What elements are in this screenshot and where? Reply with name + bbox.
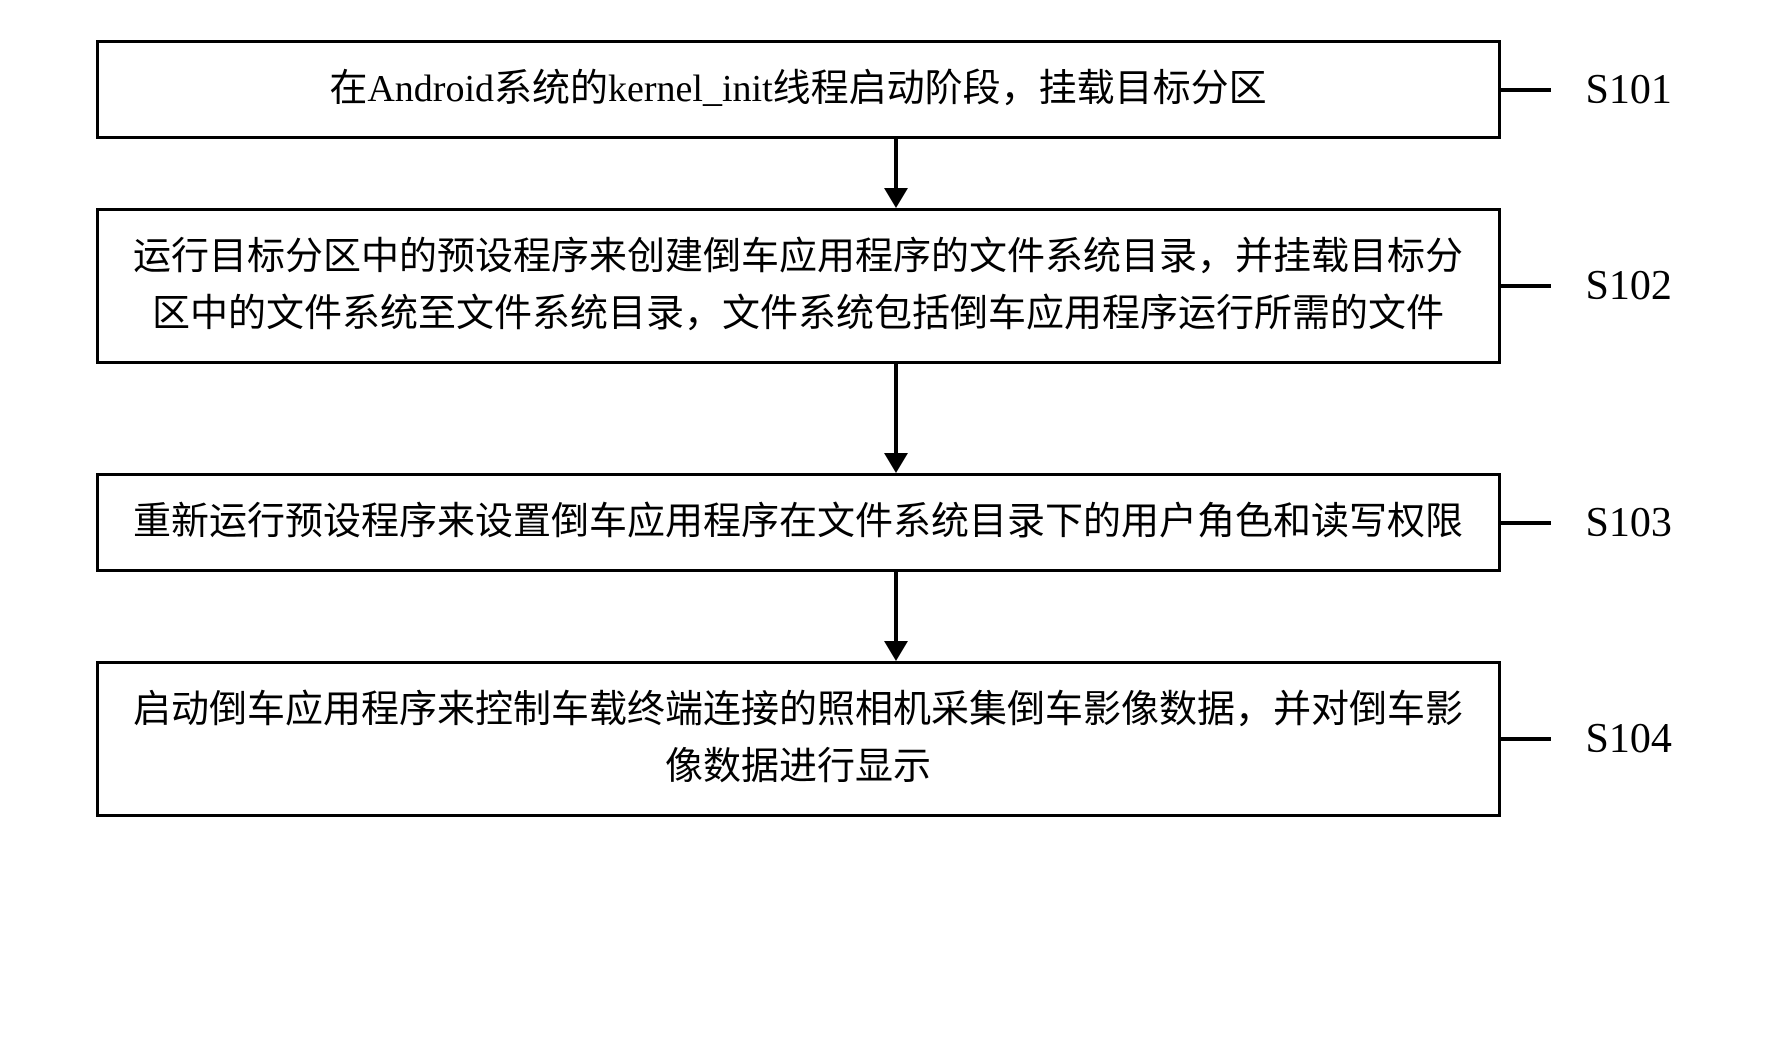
- connector-wrap: [1501, 284, 1571, 288]
- connector-line: [1501, 521, 1551, 525]
- flowchart-row: 重新运行预设程序来设置倒车应用程序在文件系统目录下的用户角色和读写权限 S103: [96, 473, 1696, 572]
- arrow-down-icon: [884, 364, 908, 473]
- arrow-line: [894, 572, 898, 642]
- arrow-down-icon: [884, 139, 908, 208]
- step-label: S101: [1586, 66, 1696, 114]
- flowchart-box: 在Android系统的kernel_init线程启动阶段，挂载目标分区: [96, 40, 1501, 139]
- flowchart-box: 启动倒车应用程序来控制车载终端连接的照相机采集倒车影像数据，并对倒车影像数据进行…: [96, 661, 1501, 817]
- step-label: S103: [1586, 499, 1696, 547]
- step-label: S102: [1586, 262, 1696, 310]
- arrow-head: [884, 453, 908, 473]
- connector-line: [1501, 737, 1551, 741]
- connector-line: [1501, 88, 1551, 92]
- connector-wrap: [1501, 521, 1571, 525]
- flowchart-box: 运行目标分区中的预设程序来创建倒车应用程序的文件系统目录，并挂载目标分区中的文件…: [96, 208, 1501, 364]
- arrow-line: [894, 364, 898, 454]
- connector-line: [1501, 284, 1551, 288]
- flowchart-row: 在Android系统的kernel_init线程启动阶段，挂载目标分区 S101: [96, 40, 1696, 139]
- arrow-down-icon: [884, 572, 908, 661]
- flowchart-container: 在Android系统的kernel_init线程启动阶段，挂载目标分区 S101…: [96, 40, 1696, 817]
- step-text: 启动倒车应用程序来控制车载终端连接的照相机采集倒车影像数据，并对倒车影像数据进行…: [133, 689, 1463, 788]
- step-label: S104: [1586, 715, 1696, 763]
- flowchart-row: 启动倒车应用程序来控制车载终端连接的照相机采集倒车影像数据，并对倒车影像数据进行…: [96, 661, 1696, 817]
- flowchart-box: 重新运行预设程序来设置倒车应用程序在文件系统目录下的用户角色和读写权限: [96, 473, 1501, 572]
- step-text: 重新运行预设程序来设置倒车应用程序在文件系统目录下的用户角色和读写权限: [133, 501, 1463, 543]
- connector-wrap: [1501, 737, 1571, 741]
- flowchart-row: 运行目标分区中的预设程序来创建倒车应用程序的文件系统目录，并挂载目标分区中的文件…: [96, 208, 1696, 364]
- connector-wrap: [1501, 88, 1571, 92]
- arrow-head: [884, 188, 908, 208]
- step-text: 运行目标分区中的预设程序来创建倒车应用程序的文件系统目录，并挂载目标分区中的文件…: [133, 236, 1463, 335]
- step-text: 在Android系统的kernel_init线程启动阶段，挂载目标分区: [329, 68, 1266, 110]
- arrow-line: [894, 139, 898, 189]
- arrow-head: [884, 641, 908, 661]
